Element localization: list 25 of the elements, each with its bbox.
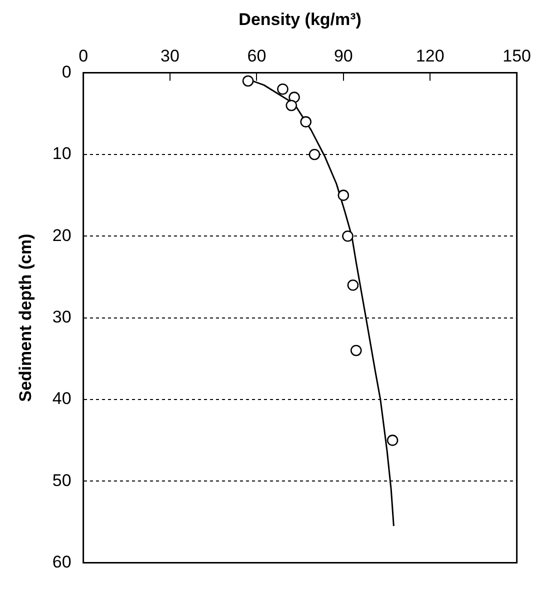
point <box>350 344 362 356</box>
point <box>308 148 320 160</box>
point <box>386 434 398 446</box>
y-tick-label: 20 <box>52 226 72 245</box>
y-axis-title: Sediment depth (cm) <box>16 234 35 402</box>
point <box>286 100 298 112</box>
y-tick-label: 50 <box>52 470 72 490</box>
point <box>342 230 354 242</box>
x-axis-title: Density (kg/m³) <box>238 10 362 29</box>
point <box>277 83 288 95</box>
x-tick-label: 90 <box>334 46 353 66</box>
point <box>338 190 350 201</box>
x-tick-label: 120 <box>416 46 444 66</box>
x-tick-label: 60 <box>247 46 266 66</box>
x-tick-label: 30 <box>160 46 180 66</box>
point <box>347 279 359 291</box>
y-tick-label: 60 <box>52 552 72 572</box>
point <box>242 75 254 87</box>
y-tick-label: 0 <box>62 62 72 82</box>
x-tick-label: 150 <box>502 46 532 66</box>
y-tick-label: 40 <box>52 389 72 408</box>
x-tick-label: 0 <box>78 46 88 66</box>
y-tick-label: 10 <box>52 144 72 164</box>
y-tick-label: 30 <box>52 307 72 326</box>
point <box>300 116 312 128</box>
